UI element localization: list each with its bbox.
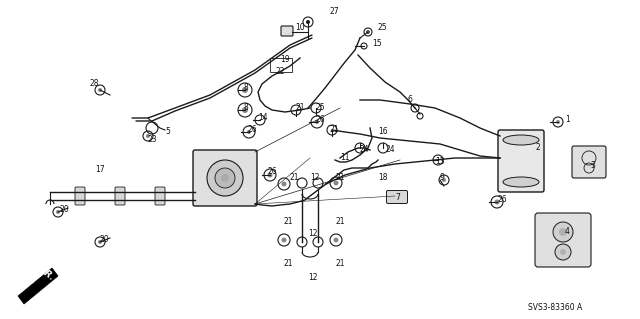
Text: 12: 12 [308,273,317,283]
Circle shape [306,20,310,24]
Circle shape [146,134,150,138]
Circle shape [207,160,243,196]
Text: 20: 20 [100,235,109,244]
Circle shape [559,228,567,236]
Circle shape [242,107,248,113]
Text: 11: 11 [340,153,349,162]
Text: 24: 24 [385,145,395,154]
Text: 26: 26 [497,196,507,204]
Text: 7: 7 [395,194,400,203]
Text: 25: 25 [378,24,388,33]
Circle shape [333,238,339,242]
Text: 14: 14 [258,114,268,122]
Circle shape [555,244,571,260]
Text: 18: 18 [378,174,387,182]
FancyBboxPatch shape [572,146,606,178]
Circle shape [247,130,251,134]
Circle shape [215,168,235,188]
Circle shape [366,30,370,34]
Text: 9: 9 [440,174,445,182]
Text: 12: 12 [310,174,319,182]
Text: 2: 2 [535,144,540,152]
Circle shape [282,238,287,242]
FancyBboxPatch shape [535,213,591,267]
FancyBboxPatch shape [387,190,408,204]
Text: 21: 21 [336,259,346,269]
Text: 4: 4 [565,227,570,236]
Text: 16: 16 [378,128,388,137]
Circle shape [315,120,319,124]
FancyBboxPatch shape [75,187,85,205]
Circle shape [98,88,102,92]
Text: 21: 21 [290,174,300,182]
Circle shape [560,249,566,255]
Circle shape [268,173,273,177]
Circle shape [556,120,560,124]
Circle shape [495,199,499,204]
FancyBboxPatch shape [155,187,165,205]
Text: 19: 19 [280,56,290,64]
Text: 5: 5 [165,128,170,137]
Text: 8: 8 [243,103,248,113]
Text: 21: 21 [284,259,294,269]
Ellipse shape [503,177,539,187]
FancyBboxPatch shape [498,130,544,192]
Text: SVS3-83360 A: SVS3-83360 A [528,303,582,313]
Polygon shape [18,268,58,304]
Text: 13: 13 [435,158,445,167]
Circle shape [56,210,60,214]
Text: 25: 25 [315,103,324,113]
Text: 20: 20 [60,205,70,214]
Text: 3: 3 [590,160,595,169]
Ellipse shape [503,135,539,145]
Text: 17: 17 [95,166,104,174]
Text: 23: 23 [148,136,157,145]
Circle shape [333,181,339,186]
Text: 21: 21 [336,174,346,182]
Circle shape [242,87,248,93]
Circle shape [553,222,573,242]
Text: 27: 27 [330,8,340,17]
Circle shape [282,182,287,187]
FancyBboxPatch shape [115,187,125,205]
Text: 12: 12 [308,229,317,239]
Circle shape [221,174,229,182]
FancyBboxPatch shape [193,150,257,206]
Text: 21: 21 [330,125,339,135]
Text: 15: 15 [372,40,381,48]
Text: 21: 21 [284,218,294,226]
Circle shape [442,178,446,182]
Text: 28: 28 [90,79,99,88]
Text: 22: 22 [275,68,285,77]
FancyBboxPatch shape [281,26,293,36]
Text: 6: 6 [408,95,413,105]
Text: 10: 10 [295,24,305,33]
Text: 21: 21 [336,218,346,226]
Text: 24: 24 [360,145,370,154]
Text: 1: 1 [565,115,570,124]
Text: FR.: FR. [38,265,56,283]
Text: 8: 8 [243,84,248,93]
Text: 26: 26 [247,125,257,135]
Text: 21: 21 [295,103,305,113]
Text: 26: 26 [315,115,324,124]
Circle shape [98,240,102,244]
Text: 26: 26 [268,167,278,176]
